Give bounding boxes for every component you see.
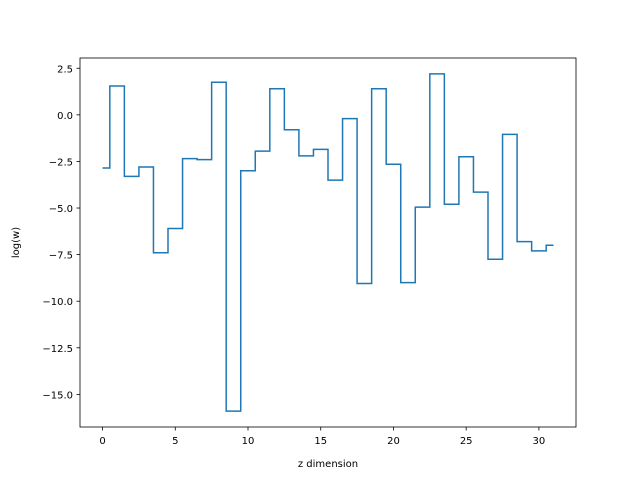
x-tick-label: 5 [172,436,178,447]
y-tick-label: −7.5 [49,251,73,262]
x-axis-label: z dimension [298,459,358,470]
x-axis: 0 5 10 15 20 25 30 [99,427,545,447]
y-tick-label: −12.5 [42,344,73,355]
x-tick-label: 0 [99,436,105,447]
y-tick-label: −2.5 [49,157,73,168]
x-tick-label: 15 [314,436,327,447]
y-axis: 2.5 0.0 −2.5 −5.0 −7.5 −10.0 −12.5 −15.0 [42,64,80,401]
plot-frame [79,57,577,428]
y-axis-label: log(w) [11,227,22,258]
y-tick-label: −5.0 [49,204,73,215]
y-tick-label: −15.0 [42,390,73,401]
x-tick-label: 10 [242,436,255,447]
series-layer [102,73,554,412]
x-tick-label: 25 [460,436,473,447]
series-line-0 [102,73,554,412]
y-tick-label: 2.5 [57,64,73,75]
y-tick-label: 0.0 [57,111,73,122]
x-tick-label: 20 [387,436,400,447]
y-tick-label: −10.0 [42,297,73,308]
x-tick-label: 30 [533,436,546,447]
